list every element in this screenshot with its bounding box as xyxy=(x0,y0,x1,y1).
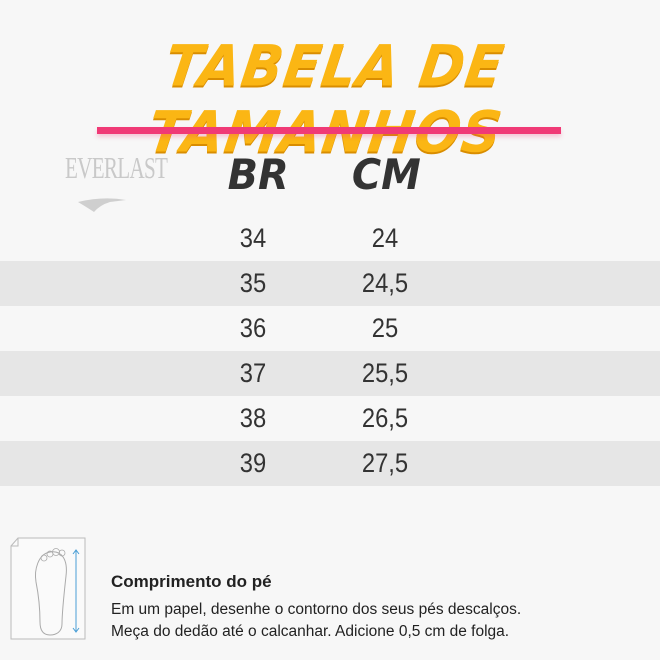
br-size: 36 xyxy=(239,313,267,343)
br-size: 39 xyxy=(239,448,267,478)
cm-size: 26,5 xyxy=(361,403,409,433)
cm-size: 25,5 xyxy=(361,358,409,388)
table-row: 38 26,5 xyxy=(0,396,660,441)
cm-size: 25 xyxy=(371,313,399,343)
instruction-line: Meça do dedão até o calcanhar. Adicione … xyxy=(111,623,510,640)
table-row: 35 24,5 xyxy=(0,261,660,306)
cm-size: 27,5 xyxy=(361,448,409,478)
footer-heading: Comprimento do pé xyxy=(111,572,272,591)
cm-size: 24 xyxy=(371,223,399,253)
header-cm: CM xyxy=(351,150,421,199)
everlast-logo: EVERLAST xyxy=(48,150,168,220)
header-br: BR xyxy=(227,150,289,199)
br-size: 35 xyxy=(239,268,267,298)
table-row: 37 25,5 xyxy=(0,351,660,396)
table-row: 34 24 xyxy=(0,216,660,261)
everlast-swoosh-icon xyxy=(78,198,126,212)
instruction-line: Em um papel, desenhe o contorno dos seus… xyxy=(111,601,522,618)
footer-instructions: Em um papel, desenhe o contorno dos seus… xyxy=(111,599,631,643)
foot-measure-icon xyxy=(10,537,86,640)
page-title: Tabela de tamanhos xyxy=(144,32,509,166)
table-row: 36 25 xyxy=(0,306,660,351)
cm-size: 24,5 xyxy=(361,268,409,298)
br-size: 37 xyxy=(239,358,267,388)
table-row: 39 27,5 xyxy=(0,441,660,486)
br-size: 34 xyxy=(239,223,267,253)
title-underline xyxy=(97,127,561,134)
br-size: 38 xyxy=(239,403,267,433)
